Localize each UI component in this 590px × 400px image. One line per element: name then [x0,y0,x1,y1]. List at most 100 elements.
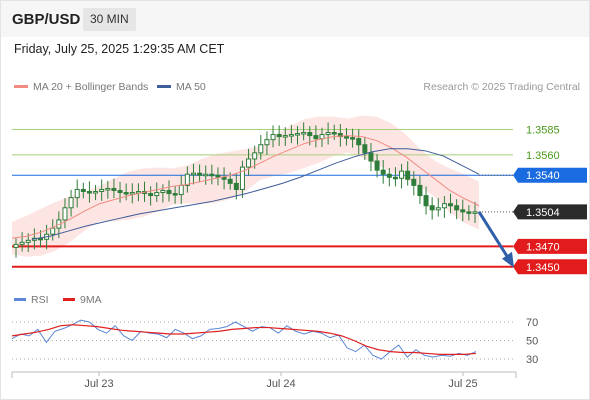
candle-body [172,193,178,196]
candle-body [423,195,429,207]
bollinger-band-fill [12,115,479,257]
rsi-ma9-line [11,324,477,355]
price-level-label: 1.3470 [526,241,560,253]
candle-body [343,136,349,139]
price-tag-bg [513,167,587,183]
candle-body [74,188,80,199]
legend-ma9: 9MA [63,294,102,306]
candle-body [227,178,233,184]
candle-body [380,169,386,175]
ma20-line [11,135,480,239]
candle-body [221,176,227,180]
candle-body [362,144,368,154]
price-level-label: 1.3450 [526,262,560,274]
candle-body [93,191,99,194]
candle-body [276,134,282,138]
candle-body [123,192,129,195]
candle-body [154,192,160,197]
candle-body [178,184,184,196]
candle-body [135,191,141,194]
ma50-line [31,148,480,240]
candle-body [270,134,276,141]
ma50-legend-label: MA 50 [176,81,206,93]
rsi-swatch [14,297,26,301]
x-tick-label: Jul 25 [448,378,477,390]
candle-body [252,152,258,160]
candle-body [325,132,331,136]
candle-body [386,173,392,178]
candle-body [405,170,411,180]
price-level-label: 1.3585 [526,124,560,136]
candle-body [80,188,86,193]
candle-body [99,188,105,193]
candle-body [239,166,245,190]
candle-body [472,211,478,214]
price-level-label: 1.3540 [526,170,560,182]
price-level-label: 1.3560 [526,150,560,162]
candle-body [148,193,154,197]
candle-body [448,203,454,207]
candle-body [337,133,343,138]
rsi-line [11,319,477,360]
candle-body [258,144,264,154]
candle-body [68,197,74,209]
candle-body [13,243,19,248]
candle-body [160,189,166,194]
x-tick-label: Jul 23 [84,378,113,390]
forecast-arrow-shaft [477,211,510,259]
candle-body [50,227,56,235]
candle-body [356,138,362,146]
candle-body [62,207,68,221]
interval-button[interactable]: 30 MIN [83,8,136,31]
price-level-label: 1.3504 [526,207,560,219]
candle-body [197,172,203,176]
candle-body [86,191,92,194]
candle-body [129,192,135,195]
candle-body [429,205,435,211]
candle-body [25,239,31,243]
forecast-arrow-head [502,251,514,268]
ma50-swatch [157,84,171,88]
candle-body [209,173,215,177]
candle-body [233,182,239,190]
ma9-legend-label: 9MA [80,294,102,306]
ma9-swatch [63,297,75,301]
candle-body [111,187,117,191]
candle-body [19,241,25,245]
candle-body [307,132,313,137]
legend-ma20: MA 20 + Bollinger Bands [14,81,148,93]
candle-body [215,174,221,178]
candle-body [441,203,447,209]
candle-body [392,176,398,180]
chart-header: GBP/USD 30 MIN [1,1,589,37]
candle-body [460,209,466,213]
symbol-title: GBP/USD [12,11,81,28]
candle-body [466,211,472,214]
candle-body [411,178,417,186]
candle-body [166,189,172,195]
candle-body [117,189,123,194]
legend-rsi: RSI [14,294,49,306]
candle-body [454,205,460,211]
candle-body [282,135,288,138]
rsi-level-label: 50 [526,336,538,348]
candle-body [184,173,190,186]
candle-body [331,132,337,135]
candle-body [203,173,209,177]
ma20-swatch [14,84,28,88]
candle-body [246,158,252,168]
candle-body [350,137,356,140]
candle-body [435,207,441,211]
price-tag-bg [513,259,587,275]
candle-body [301,132,307,135]
price-tag-bg [513,204,587,220]
rsi-level-label: 70 [526,317,538,329]
x-tick-label: Jul 24 [266,378,295,390]
candle-body [313,135,319,140]
candle-body [288,134,294,137]
candle-body [190,172,196,176]
candle-body [417,184,423,197]
candle-body [319,134,325,140]
candle-body [295,133,301,136]
